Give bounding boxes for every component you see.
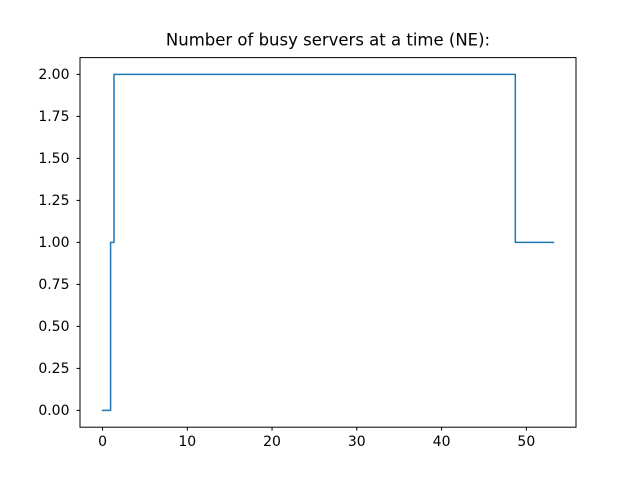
y-tick-label: 0.75 — [38, 277, 69, 293]
chart-title: Number of busy servers at a time (NE): — [166, 31, 490, 50]
y-tick-label: 1.25 — [38, 193, 69, 209]
step-line — [101, 73, 555, 412]
x-tick-label: 20 — [263, 434, 281, 450]
y-tick-label: 0.00 — [38, 403, 69, 419]
y-tick-label: 1.50 — [38, 151, 69, 167]
y-tick-label: 0.50 — [38, 319, 69, 335]
axes-spines — [79, 57, 577, 428]
y-tick-label: 2.00 — [38, 67, 69, 83]
x-tick-label: 50 — [517, 434, 535, 450]
x-tick-label: 0 — [98, 434, 107, 450]
x-tick-label: 10 — [178, 434, 196, 450]
x-tick-label: 40 — [433, 434, 451, 450]
plot-area: 0 10 20 30 40 50 0.00 0.25 0.50 0.75 1.00 1.25 1.50 1… — [38, 57, 577, 450]
x-tick-label: 30 — [348, 434, 366, 450]
y-tick-label: 0.25 — [38, 361, 69, 377]
y-tick-label: 1.00 — [38, 235, 69, 251]
y-tick-label: 1.75 — [38, 109, 69, 125]
